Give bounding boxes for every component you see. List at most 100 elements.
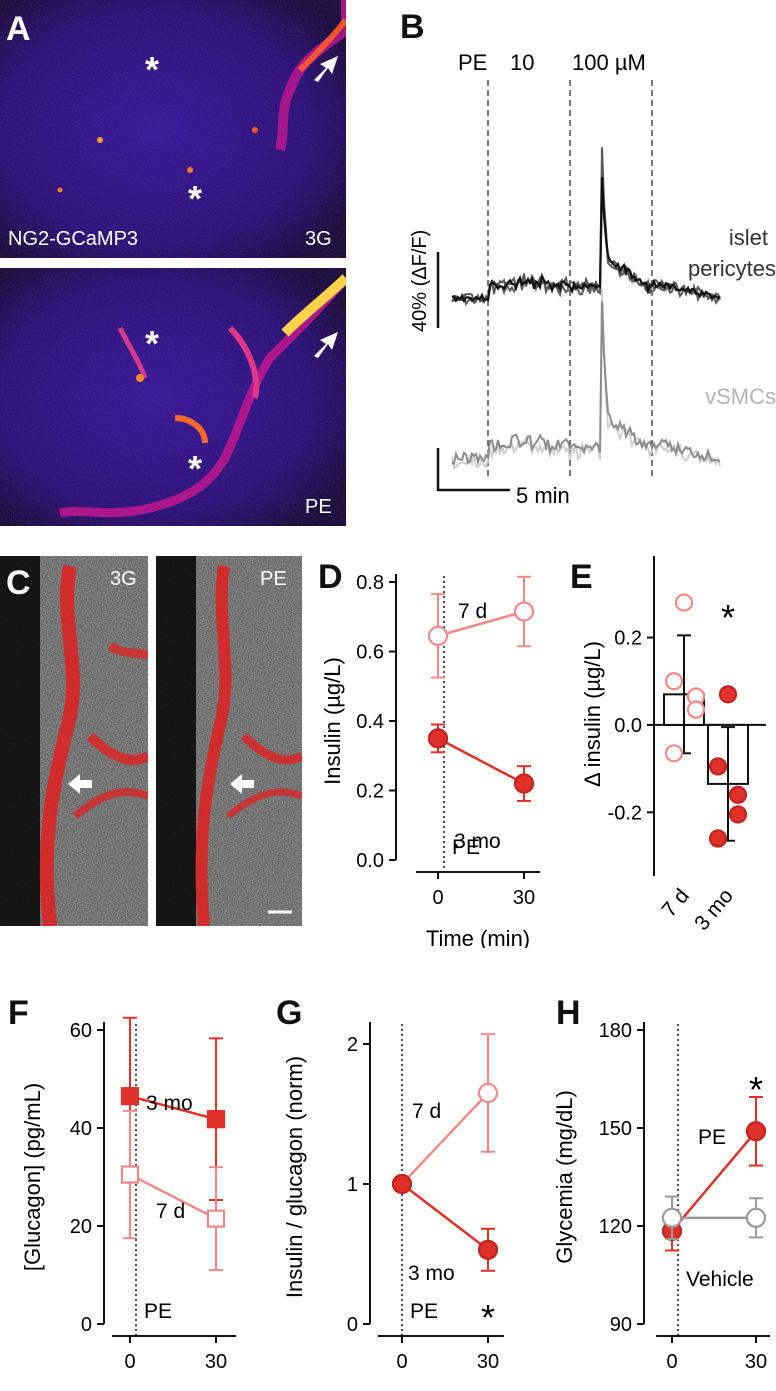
arrow-icon (314, 56, 338, 82)
islet-image-pe (0, 268, 346, 526)
data-point (728, 805, 748, 824)
data-point (664, 744, 684, 763)
series-label: Vehicle (686, 1268, 754, 1291)
x-tick-label: 0 (432, 887, 443, 909)
data-point (513, 773, 535, 794)
series-3-mo (427, 723, 535, 802)
y-tick-label: -0.2 (608, 802, 642, 824)
x-tick-label: 7 d (657, 884, 693, 921)
treatment-label: PE (144, 1300, 172, 1323)
asterisk-marker: * (188, 178, 203, 219)
y-tick-label: 0.0 (614, 715, 642, 737)
data-point (120, 1165, 140, 1184)
panel-a-bottom-image: * * PE (0, 268, 346, 526)
data-point (477, 1239, 499, 1260)
data-point (391, 1173, 413, 1195)
delta-insulin-chart: -0.2 0.0 0.2 Δ insulin (µg/L) 7 d3 mo * (580, 556, 766, 935)
significance-marker: * (749, 1069, 763, 1110)
data-point (664, 672, 684, 691)
significance-marker: * (481, 1297, 495, 1338)
reporter-caption: NG2-GCaMP3 (8, 228, 139, 250)
data-point (708, 829, 728, 848)
series-7-d (120, 1109, 226, 1272)
series-label: 7 d (458, 600, 487, 623)
series-label: 3 mo (454, 830, 501, 853)
y-tick-label: 40 (70, 1118, 92, 1140)
panel-f: F 0204060030Time (min)[Glucagon] (pg/mL)… (0, 990, 262, 1390)
series-label: 7 d (156, 1200, 185, 1223)
series-line (401, 1183, 489, 1251)
panel-d: D 0.0 0.2 0.4 0.6 0.8 0 30 Time (min) Insulin (µ… (304, 548, 564, 948)
arrow-icon (314, 332, 338, 358)
condition-label-pe: PE (260, 568, 287, 590)
x-tick-label: 0 (124, 1351, 135, 1373)
y-tick-label: 0.0 (356, 850, 384, 872)
calcium-trace-plot: PE 10 100 µM islet pericytes vSMCs 40% (… (409, 50, 776, 508)
significance-marker: * (721, 597, 735, 638)
panel-label-c: C (6, 564, 31, 602)
data-point (513, 601, 535, 622)
y-scale-label: 40% (ΔF/F) (409, 230, 431, 332)
islet-image-3g (0, 0, 346, 258)
panel-c-right-image: PE (156, 556, 302, 926)
panel-g: G 012030Time (min)Insulin / glucagon (no… (262, 990, 524, 1390)
condition-label-pe: PE (305, 496, 332, 518)
data-point (686, 700, 706, 719)
condition-label-3g: 3G (305, 228, 332, 250)
trace-group (451, 147, 721, 470)
series-line (401, 1092, 489, 1185)
conc-label-10: 10 (510, 50, 534, 75)
glycemia-chart: 90120150180030Time (min)Glycemia (mg/dL)… (552, 1020, 770, 1373)
x-scale-label: 5 min (516, 483, 570, 508)
x-tick-label: 30 (745, 1351, 767, 1373)
arrow-icon (68, 774, 92, 794)
asterisk-marker: * (145, 49, 160, 90)
series-line (129, 1094, 217, 1121)
y-tick-label: 180 (599, 1020, 632, 1042)
x-tick-label: 0 (666, 1351, 677, 1373)
y-tick-label: 0.4 (356, 711, 384, 733)
data-point (427, 625, 449, 646)
panel-label-e: E (570, 558, 593, 596)
y-axis-title: [Glucagon] (pg/mL) (20, 1083, 45, 1271)
pericyte-mean-trace (451, 177, 721, 304)
pericyte-label-line1: islet (729, 225, 768, 250)
treatment-label: PE (452, 836, 480, 859)
x-tick-label: 30 (477, 1351, 499, 1373)
data-point (674, 593, 694, 612)
series-7-d (391, 1033, 499, 1195)
x-axis-title: Time (min) (426, 926, 530, 948)
vsmc-mean-trace (451, 301, 721, 466)
panel-a-top-image: * * NG2-GCaMP3 3G A (0, 0, 346, 258)
y-tick-label: 60 (70, 1020, 92, 1042)
series-7-d (427, 575, 535, 679)
data-point (708, 757, 728, 776)
series-line (129, 1173, 217, 1220)
y-tick-label: 0.6 (356, 642, 384, 664)
y-tick-label: 90 (610, 1314, 632, 1336)
conc-label-100: 100 µM (572, 50, 646, 75)
series-line (437, 737, 525, 785)
y-tick-label: 0 (81, 1314, 92, 1336)
x-tick-label: 0 (396, 1351, 407, 1373)
series-label: PE (698, 1126, 726, 1149)
data-point (427, 728, 449, 749)
data-point (728, 785, 748, 804)
series-label: 3 mo (146, 1092, 193, 1115)
y-tick-label: 1 (347, 1174, 358, 1196)
y-tick-label: 120 (599, 1216, 632, 1238)
y-tick-label: 0.2 (614, 628, 642, 650)
x-scale-bar (436, 448, 510, 492)
y-tick-label: 150 (599, 1118, 632, 1140)
panel-c-left-image: 3G C (0, 556, 148, 926)
series-line (437, 610, 525, 638)
x-tick-label: 3 mo (690, 884, 738, 935)
insulin-glucagon-ratio-chart: 012030Time (min)Insulin / glucagon (norm… (282, 1022, 504, 1373)
data-point (206, 1110, 226, 1129)
condition-label-3g: 3G (110, 568, 137, 590)
asterisk-marker: * (188, 448, 203, 489)
series-label: 7 d (412, 1100, 441, 1123)
asterisk-marker: * (145, 323, 160, 364)
y-tick-label: 20 (70, 1216, 92, 1238)
insulin-time-chart: 0.0 0.2 0.4 0.6 0.8 0 30 Time (min) Insulin (µg/… (320, 572, 540, 948)
